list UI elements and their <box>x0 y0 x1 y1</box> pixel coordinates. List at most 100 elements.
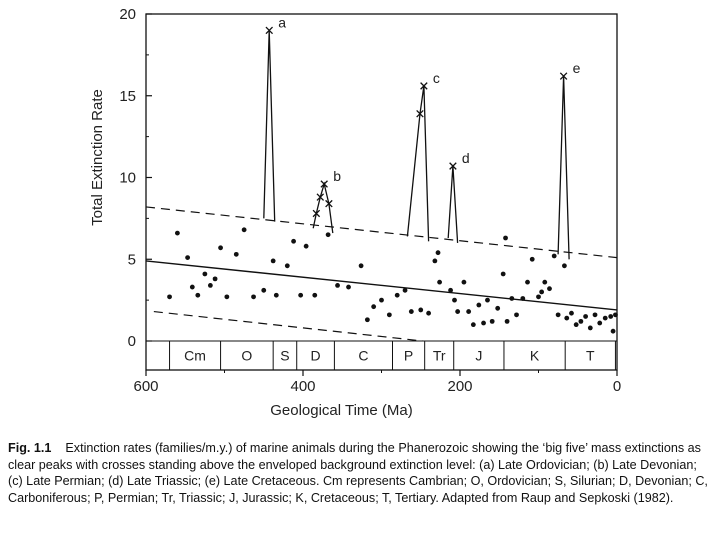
background-data-point <box>476 302 482 308</box>
background-data-point <box>542 279 548 285</box>
background-data-point <box>379 297 384 303</box>
y-axis-label: Total Extinction Rate <box>89 89 106 226</box>
background-data-point <box>602 315 608 321</box>
background-data-point <box>489 318 495 324</box>
background-data-point <box>610 328 616 334</box>
background-data-point <box>555 312 561 318</box>
background-data-point <box>175 230 180 236</box>
background-data-point <box>358 263 364 269</box>
extinction-rate-chart: 0 5 10 15 20 600 400 200 0 Geological Time (Ma) To… <box>89 6 621 419</box>
y-tick-label: 20 <box>119 6 136 23</box>
background-data-point <box>551 253 557 259</box>
background-data-point <box>312 292 318 298</box>
y-tick-label: 5 <box>128 251 136 268</box>
peak-cross-marker <box>325 199 333 208</box>
background-data-point <box>346 284 351 290</box>
x-tick-label: 0 <box>613 378 621 395</box>
peak-line-b <box>312 181 334 234</box>
peak-cross-marker <box>312 209 321 218</box>
background-data-point <box>426 310 431 316</box>
background-data-point <box>562 263 567 269</box>
background-data-point <box>500 271 506 277</box>
background-data-point <box>364 317 370 323</box>
background-data-point <box>503 235 508 241</box>
peak-cross-marker <box>416 109 424 118</box>
background-data-point <box>587 325 593 331</box>
background-data-point <box>452 297 457 303</box>
period-label-c: C <box>358 348 368 364</box>
peak-line-e <box>557 76 570 260</box>
y-tick-label: 0 <box>128 333 136 350</box>
peak-cross-marker <box>449 162 457 170</box>
x-tick-label: 200 <box>447 378 472 395</box>
background-data-point <box>195 292 201 298</box>
background-data-point <box>525 279 530 285</box>
background-data-point <box>509 296 515 301</box>
figure-caption: Fig. 1.1 Extinction rates (families/m.y.)… <box>8 440 708 506</box>
background-data-point <box>303 243 309 249</box>
background-data-point <box>514 312 519 318</box>
peak-cross-marker <box>320 180 328 188</box>
background-data-point <box>212 276 218 282</box>
background-data-point <box>455 309 461 314</box>
background-data-point <box>189 284 195 290</box>
background-data-point <box>233 251 239 257</box>
background-data-point <box>597 320 603 326</box>
background-data-point <box>408 309 414 314</box>
peak-cross-marker <box>316 193 325 201</box>
figure-label: Fig. 1.1 <box>8 441 52 455</box>
background-data-point <box>529 256 535 262</box>
background-data-point <box>547 286 552 292</box>
background-data-point <box>224 294 230 300</box>
period-label-tr: Tr <box>433 348 446 364</box>
background-data-point <box>569 310 574 316</box>
background-data-point <box>536 294 541 300</box>
background-data-point <box>335 283 340 288</box>
background-data-point <box>613 312 618 318</box>
period-label-cm: Cm <box>184 348 206 364</box>
x-tick-label: 600 <box>133 378 158 395</box>
background-data-point <box>470 322 476 328</box>
background-data-point <box>432 258 438 264</box>
background-data-point <box>573 322 579 328</box>
background-data-point <box>241 227 247 233</box>
background-data-point <box>185 255 191 261</box>
lower-envelope-line <box>153 310 429 341</box>
peak-label-b: b <box>333 168 341 184</box>
background-data-point <box>207 283 213 288</box>
peak-cross-marker <box>559 72 568 80</box>
peak-label-c: c <box>433 70 440 86</box>
background-data-point <box>386 312 392 318</box>
background-data-point <box>298 292 304 298</box>
period-label-k: K <box>530 348 540 364</box>
peak-label-e: e <box>573 60 581 76</box>
plot-area: 0 5 10 15 20 600 400 200 0 Geological Time (Ma) To… <box>89 6 621 419</box>
y-tick-label: 15 <box>119 88 136 105</box>
background-data-point <box>448 287 453 293</box>
peak-label-d: d <box>462 150 470 166</box>
period-label-p: P <box>404 348 413 364</box>
background-data-point <box>291 238 296 244</box>
background-data-point <box>325 232 331 238</box>
background-data-point <box>520 296 526 301</box>
background-data-point <box>564 315 570 321</box>
background-data-point <box>402 287 408 293</box>
background-data-point <box>461 279 467 285</box>
background-data-point <box>202 271 208 277</box>
peak-line-d <box>447 166 459 243</box>
background-data-point <box>435 250 441 256</box>
peak-cross-marker <box>420 82 428 90</box>
background-data-point <box>371 304 377 310</box>
background-data-point <box>583 314 588 319</box>
period-label-o: O <box>241 348 252 364</box>
background-data-point <box>394 292 400 298</box>
background-data-point <box>578 318 584 324</box>
period-label-s: S <box>280 348 289 364</box>
background-data-point <box>466 309 472 314</box>
period-label-j: J <box>475 348 482 364</box>
background-data-point <box>251 294 256 300</box>
upper-envelope-line <box>146 206 617 259</box>
period-label-d: D <box>310 348 320 364</box>
peak-line-c <box>406 85 430 242</box>
plot-frame <box>145 13 618 371</box>
